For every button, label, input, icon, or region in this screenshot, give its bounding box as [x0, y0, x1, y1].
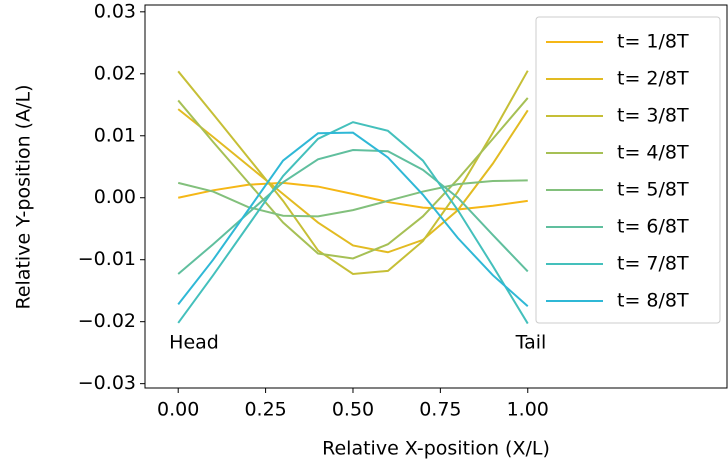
- legend-label: t= 2/8T: [617, 68, 689, 90]
- y-tick-label: 0.00: [94, 186, 136, 208]
- legend-label: t= 6/8T: [617, 216, 689, 238]
- annotation: Tail: [515, 332, 547, 354]
- x-tick-label: 0.25: [244, 399, 286, 421]
- series-line: [177, 131, 529, 307]
- series-line: [177, 108, 529, 254]
- annotation: Head: [169, 332, 219, 354]
- y-tick-label: 0.03: [94, 0, 136, 22]
- legend-label: t= 8/8T: [617, 290, 689, 312]
- legend-label: t= 3/8T: [617, 105, 689, 127]
- legend-label: t= 5/8T: [617, 179, 689, 201]
- legend-label: t= 7/8T: [617, 253, 689, 275]
- series-line: [177, 179, 528, 218]
- legend-box: [535, 16, 721, 324]
- y-tick-label: −0.02: [78, 310, 136, 332]
- x-tick-label: 0.50: [332, 399, 374, 421]
- x-tick-label: 1.00: [507, 399, 549, 421]
- y-axis-label: Relative Y-position (A/L): [13, 85, 35, 310]
- series-line: [177, 70, 529, 275]
- legend-label: t= 4/8T: [617, 142, 689, 164]
- y-tick-label: 0.02: [94, 62, 136, 84]
- x-tick-label: 0.75: [419, 399, 461, 421]
- y-tick-label: −0.01: [78, 248, 136, 270]
- axes-frame: [144, 4, 728, 389]
- series-line: [177, 149, 529, 275]
- x-tick-label: 0.00: [157, 399, 199, 421]
- y-tick-label: 0.01: [94, 124, 136, 146]
- x-axis-label: Relative X-position (X/L): [322, 438, 550, 460]
- legend-label: t= 1/8T: [617, 31, 689, 53]
- series-line: [177, 121, 529, 325]
- series-line: [177, 181, 528, 211]
- series-line: [177, 97, 529, 260]
- y-tick-label: −0.03: [78, 372, 136, 394]
